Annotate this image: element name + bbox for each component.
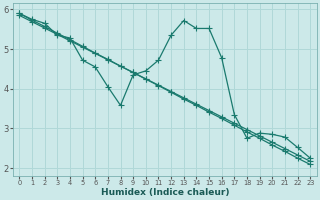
X-axis label: Humidex (Indice chaleur): Humidex (Indice chaleur) — [100, 188, 229, 197]
